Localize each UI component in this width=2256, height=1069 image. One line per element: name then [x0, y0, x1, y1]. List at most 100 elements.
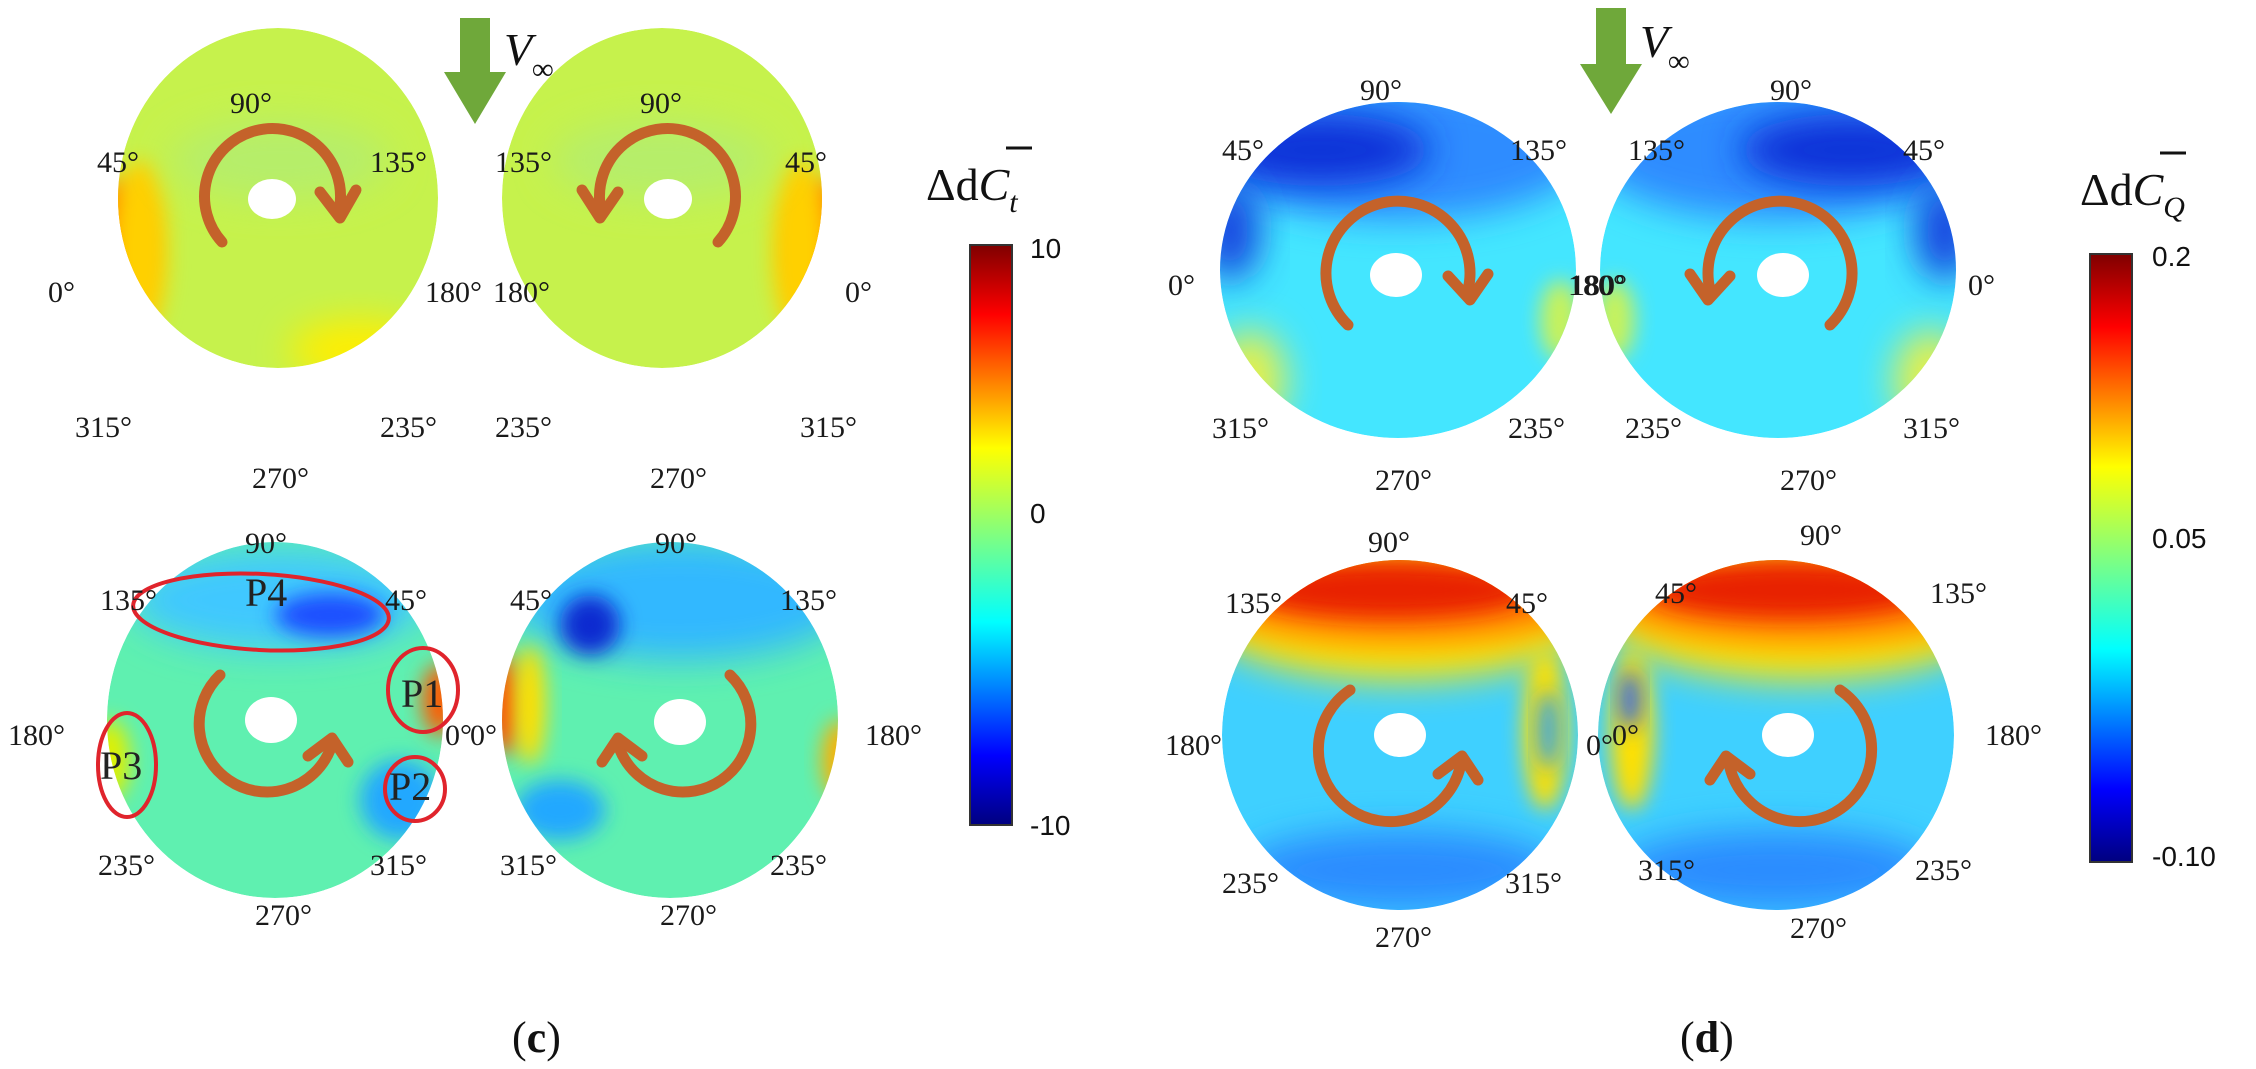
- angle-label: 135°: [370, 146, 427, 179]
- caption-d: (d): [1680, 1013, 1734, 1062]
- region-p1-outline: [386, 646, 460, 734]
- angle-label: 270°: [1375, 921, 1432, 954]
- rotation-arrow-icon: [199, 123, 347, 248]
- colorbar-tick: -10: [1030, 810, 1070, 841]
- angle-label: 0°: [470, 719, 497, 752]
- region-p4-label: P4: [245, 570, 287, 615]
- angle-label: 180°: [425, 276, 482, 309]
- angle-label: 45°: [1903, 134, 1945, 167]
- angle-label: 0°: [48, 276, 75, 309]
- angle-label: 90°: [1800, 519, 1842, 552]
- region-p4-outline: [131, 571, 391, 653]
- angle-label: 315°: [370, 849, 427, 882]
- rotation-arrow-icon: [1724, 684, 1878, 828]
- freestream-label-c: V∞: [504, 24, 554, 86]
- rotation-arrow-icon: [593, 123, 741, 248]
- angle-label: 270°: [252, 462, 309, 495]
- region-p1-label: P1: [401, 671, 443, 716]
- angle-label: 235°: [1508, 412, 1565, 445]
- angle-label: 45°: [1655, 577, 1697, 610]
- angle-label: 45°: [785, 146, 827, 179]
- angle-label: 180°: [1165, 729, 1222, 762]
- angle-label: 270°: [1375, 464, 1432, 497]
- colorbar-tick: 0: [1030, 498, 1046, 529]
- angle-label: 90°: [1368, 526, 1410, 559]
- angle-label: 315°: [1505, 867, 1562, 900]
- angle-label: 270°: [1780, 464, 1837, 497]
- region-p2-label: P2: [389, 764, 431, 809]
- angle-label: 315°: [800, 411, 857, 444]
- angle-label: 0°: [1168, 269, 1195, 302]
- angle-label: 135°: [1628, 134, 1685, 167]
- angle-label: 180°: [1570, 269, 1627, 302]
- colorbar-tick: -0.10: [2152, 841, 2216, 872]
- angle-label: 135°: [495, 146, 552, 179]
- angle-label: 270°: [255, 899, 312, 932]
- angle-label: 270°: [1790, 912, 1847, 945]
- angle-label: 135°: [780, 584, 837, 617]
- panel-c: V∞: [8, 18, 1070, 1062]
- panel-d: V∞: [1165, 8, 2216, 1062]
- angle-label: 90°: [245, 527, 287, 560]
- angle-label: 0°: [445, 719, 472, 752]
- angle-label: 235°: [1222, 867, 1279, 900]
- caption-c: (c): [512, 1013, 561, 1062]
- angle-label: 270°: [650, 462, 707, 495]
- angle-label: 135°: [1225, 587, 1282, 620]
- angle-label: 235°: [1915, 854, 1972, 887]
- colorbar-tick: 10: [1030, 233, 1061, 264]
- angle-label: 0°: [1586, 729, 1613, 762]
- angle-label: 270°: [660, 899, 717, 932]
- angle-label: 235°: [495, 411, 552, 444]
- angle-label: 135°: [1930, 577, 1987, 610]
- angle-label: 45°: [1506, 587, 1548, 620]
- angle-label: 45°: [385, 584, 427, 617]
- rotation-arrow-icon: [614, 669, 757, 798]
- angle-label: 180°: [8, 719, 65, 752]
- rotation-arrow-icon: [1320, 195, 1476, 331]
- region-p3-outline: [96, 711, 158, 819]
- angle-label: 235°: [380, 411, 437, 444]
- colorbar-title-d: ΔdCQ: [2080, 164, 2185, 224]
- angle-label: 90°: [640, 87, 682, 120]
- colorbar-tick: 0.05: [2152, 523, 2207, 554]
- angle-label: 235°: [1625, 412, 1682, 445]
- angle-label: 90°: [230, 87, 272, 120]
- disk-c-top-right: [502, 28, 822, 368]
- angle-label: 235°: [770, 849, 827, 882]
- angle-labels-d: 90° 45° 135° 0° 180° 315° 235° 270° 90° …: [1165, 74, 2042, 954]
- region-markers: P4 P1 P2 P3: [96, 570, 460, 823]
- freestream-label-d: V∞: [1640, 16, 1690, 78]
- angle-label: 135°: [100, 584, 157, 617]
- angle-label: 90°: [655, 527, 697, 560]
- angle-label: 235°: [98, 849, 155, 882]
- angle-label: 315°: [75, 411, 132, 444]
- angle-label: 135°: [1510, 134, 1567, 167]
- angle-label: 90°: [1770, 74, 1812, 107]
- rotation-arrow-icon: [1312, 684, 1466, 828]
- rotation-arrow-icon: [193, 669, 336, 798]
- colorbar-tick: 0.2: [2152, 241, 2191, 272]
- disk-d-bottom-right: [1598, 560, 1954, 910]
- angle-label: 315°: [1903, 412, 1960, 445]
- disk-d-bottom-left: [1222, 560, 1578, 910]
- angle-label: 180°: [1985, 719, 2042, 752]
- angle-label: 180°: [493, 276, 550, 309]
- angle-label: 0°: [845, 276, 872, 309]
- angle-label: 180°: [1568, 269, 1625, 302]
- angle-label: 0°: [1968, 269, 1995, 302]
- region-p2-outline: [383, 755, 447, 823]
- angle-label: 45°: [510, 584, 552, 617]
- angle-label: 90°: [1360, 74, 1402, 107]
- region-p3-label: P3: [100, 743, 142, 788]
- disk-c-top-left: [118, 28, 438, 368]
- angle-label: 45°: [1222, 134, 1264, 167]
- angle-label: 315°: [500, 849, 557, 882]
- angle-labels-c: 90° 45° 135° 0° 180° 315° 235° 270° 90° …: [8, 87, 922, 932]
- angle-label: 315°: [1212, 412, 1269, 445]
- freestream-arrow-c: [444, 18, 506, 124]
- angle-label: 180°: [865, 719, 922, 752]
- angle-label: 45°: [97, 146, 139, 179]
- colorbar-title-c: ΔdCt: [926, 159, 1018, 219]
